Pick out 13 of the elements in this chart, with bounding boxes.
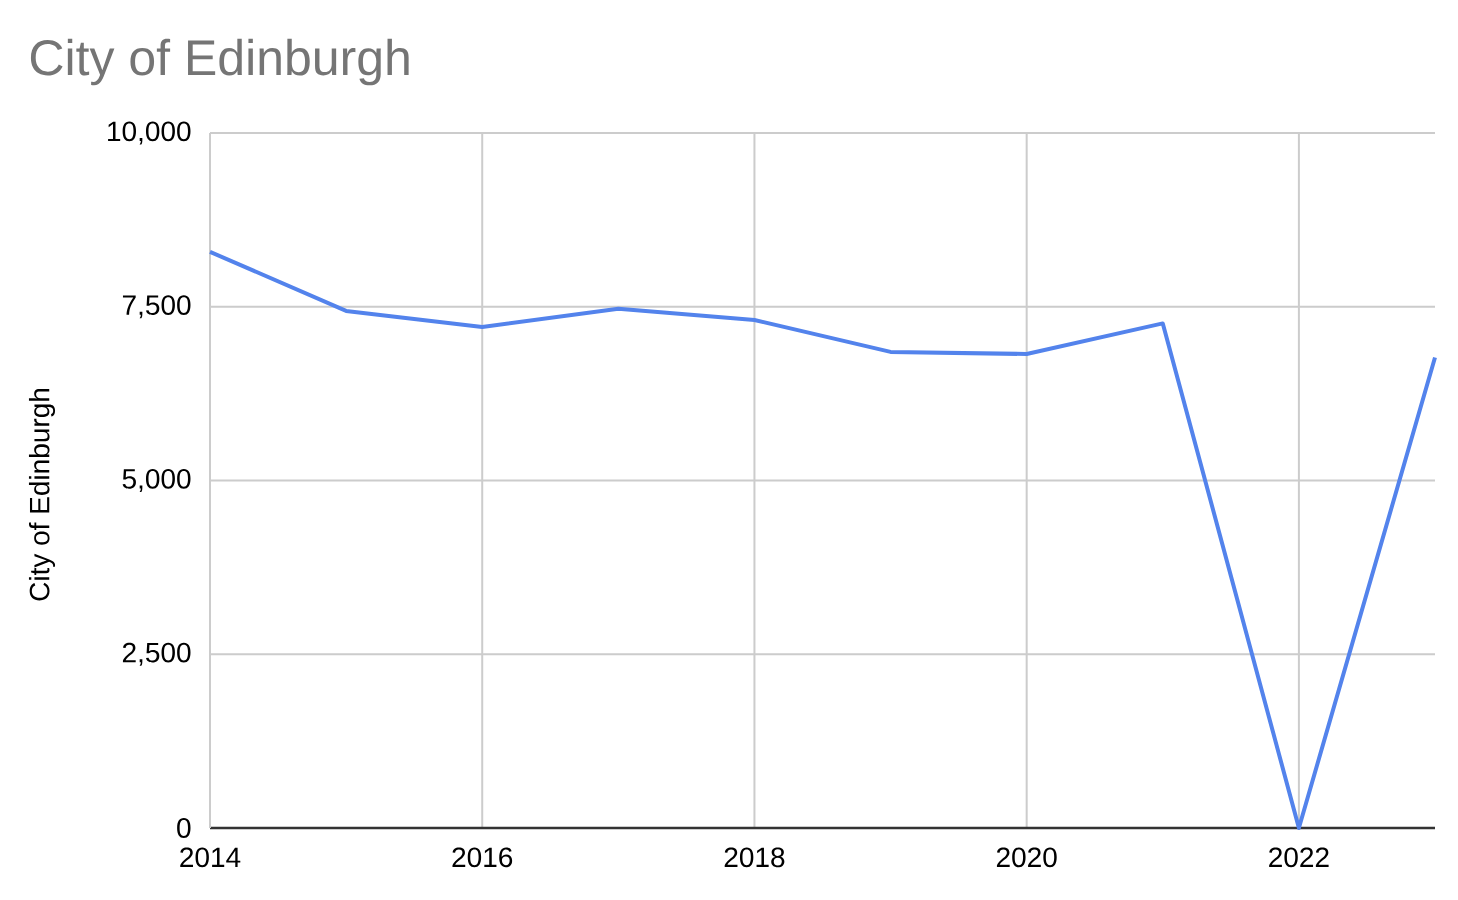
x-tick-label: 2018: [724, 847, 785, 868]
y-tick-label: 10,000: [108, 121, 191, 145]
x-tick-label: 2014: [180, 847, 241, 868]
x-tick-label: 2020: [996, 847, 1057, 868]
y-tick-label: 0: [177, 818, 191, 838]
line-series: [208, 249, 1437, 830]
chart-title: City of Edinburgh: [30, 38, 409, 86]
y-tick-label: 5,000: [122, 468, 191, 493]
x-tick-label: 2016: [452, 847, 513, 868]
y-tick-label: 2,500: [122, 642, 191, 666]
y-axis-title: City of Edinburgh: [28, 388, 56, 601]
x-tick-label: 2022: [1269, 847, 1329, 868]
y-tick-label: 7,500: [122, 295, 191, 319]
